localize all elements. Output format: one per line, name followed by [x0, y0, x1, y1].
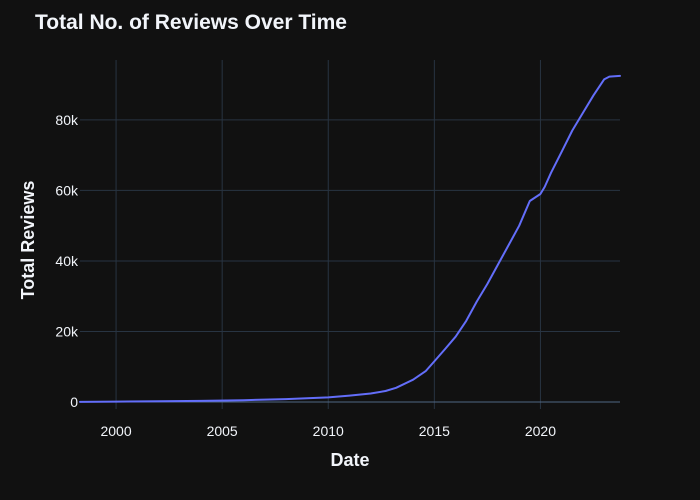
- y-tick-label: 60k: [55, 182, 79, 198]
- y-tick-label: 20k: [55, 323, 79, 339]
- y-tick-label: 80k: [55, 112, 79, 128]
- y-axis-title: Total Reviews: [18, 181, 38, 300]
- y-tick-label: 40k: [55, 253, 79, 269]
- x-tick-label: 2000: [100, 423, 131, 439]
- chart-title: Total No. of Reviews Over Time: [35, 11, 347, 34]
- series-line: [79, 74, 621, 403]
- x-tick-label: 2005: [207, 423, 238, 439]
- y-tick-label: 0: [70, 394, 78, 410]
- x-axis-title: Date: [330, 450, 369, 470]
- x-gridlines: [115, 60, 541, 409]
- x-tick-label: 2010: [313, 423, 344, 439]
- x-tick-label: 2020: [525, 423, 556, 439]
- y-axis-ticks: 0 20k 40k 60k 80k: [55, 112, 79, 410]
- x-tick-label: 2015: [419, 423, 450, 439]
- series-layer: [79, 74, 621, 403]
- y-gridlines: [80, 119, 620, 403]
- x-axis-ticks: 2000 2005 2010 2015 2020: [100, 423, 556, 439]
